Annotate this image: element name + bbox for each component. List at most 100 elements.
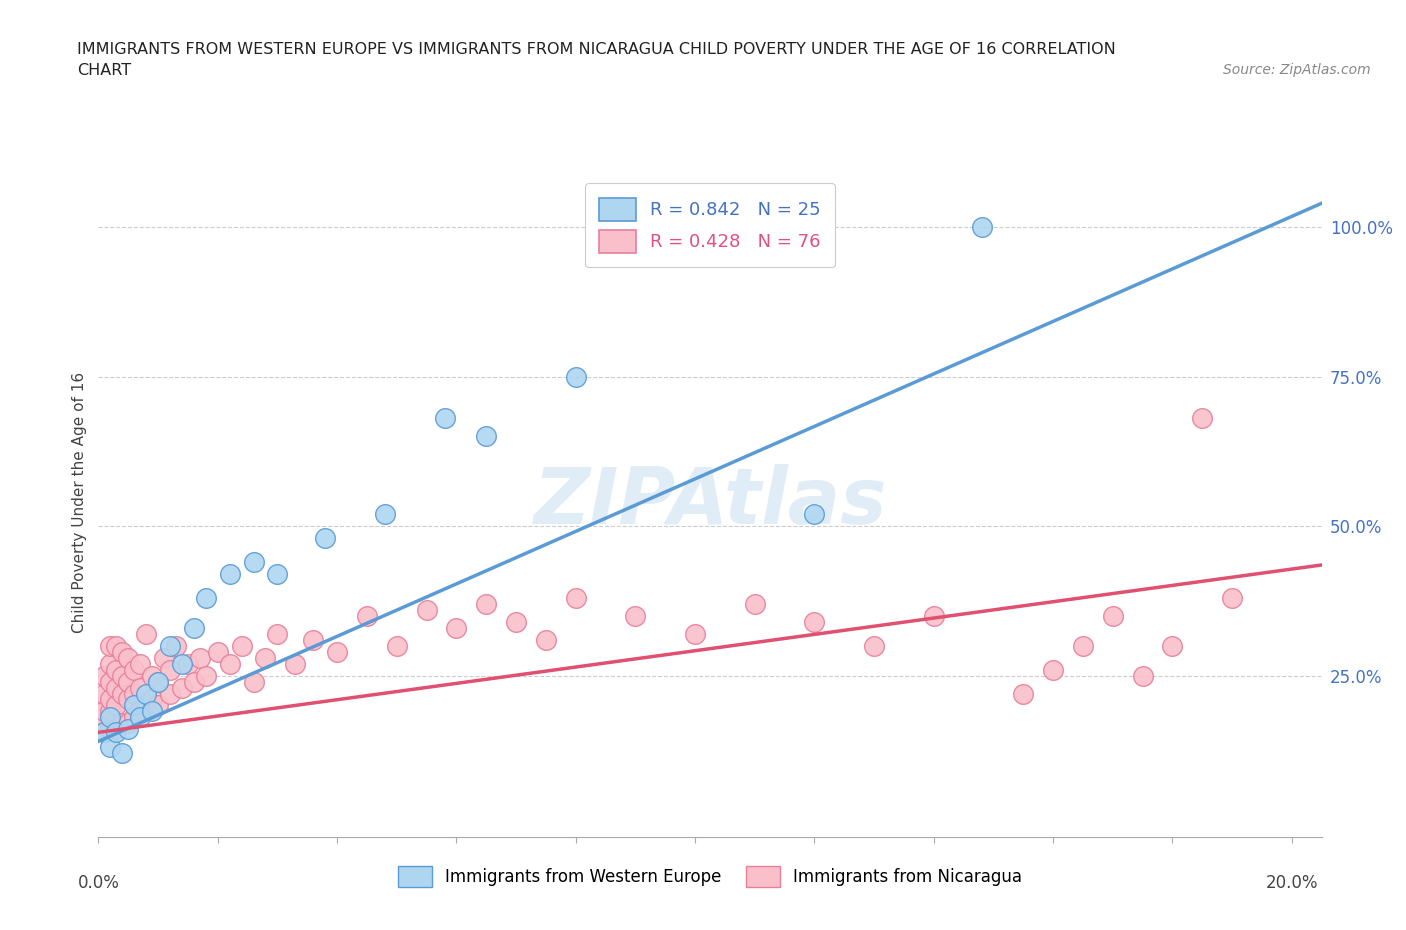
Point	[284, 657, 307, 671]
Point	[105, 680, 128, 695]
Point	[1220, 591, 1243, 605]
Point	[117, 722, 139, 737]
Point	[218, 566, 240, 581]
Point	[374, 507, 396, 522]
Point	[505, 615, 527, 630]
Point	[135, 626, 157, 641]
Point	[242, 554, 264, 569]
Point	[207, 644, 229, 659]
Point	[98, 740, 121, 755]
Point	[141, 692, 163, 707]
Point	[98, 710, 121, 724]
Point	[534, 632, 557, 647]
Point	[122, 698, 145, 713]
Point	[93, 704, 115, 719]
Point	[218, 657, 240, 671]
Point	[475, 596, 498, 611]
Point	[98, 704, 121, 719]
Point	[111, 686, 134, 701]
Text: Source: ZipAtlas.com: Source: ZipAtlas.com	[1223, 63, 1371, 77]
Point	[446, 620, 468, 635]
Point	[194, 591, 217, 605]
Point	[1071, 638, 1094, 653]
Point	[111, 668, 134, 683]
Point	[117, 674, 139, 689]
Point	[129, 704, 152, 719]
Point	[122, 686, 145, 701]
Point	[302, 632, 325, 647]
Point	[93, 668, 115, 683]
Text: ZIPAtlas: ZIPAtlas	[533, 464, 887, 540]
Point	[159, 662, 181, 677]
Point	[98, 638, 121, 653]
Point	[803, 615, 825, 630]
Point	[105, 662, 128, 677]
Text: 20.0%: 20.0%	[1265, 874, 1317, 892]
Point	[1161, 638, 1184, 653]
Point	[624, 608, 647, 623]
Point	[159, 638, 181, 653]
Y-axis label: Child Poverty Under the Age of 16: Child Poverty Under the Age of 16	[72, 372, 87, 632]
Point	[93, 686, 115, 701]
Point	[183, 620, 205, 635]
Point	[111, 716, 134, 731]
Point	[122, 662, 145, 677]
Point	[105, 722, 128, 737]
Point	[242, 674, 264, 689]
Point	[565, 591, 588, 605]
Point	[863, 638, 886, 653]
Point	[254, 650, 277, 665]
Point	[1132, 668, 1154, 683]
Point	[153, 650, 176, 665]
Point	[177, 657, 200, 671]
Legend: Immigrants from Western Europe, Immigrants from Nicaragua: Immigrants from Western Europe, Immigran…	[389, 857, 1031, 896]
Point	[188, 650, 211, 665]
Point	[415, 603, 437, 618]
Point	[803, 507, 825, 522]
Point	[170, 680, 193, 695]
Point	[117, 716, 139, 731]
Point	[117, 650, 139, 665]
Point	[385, 638, 408, 653]
Point	[922, 608, 945, 623]
Point	[326, 644, 349, 659]
Point	[105, 638, 128, 653]
Point	[98, 657, 121, 671]
Text: CHART: CHART	[77, 63, 131, 78]
Point	[433, 411, 456, 426]
Point	[93, 725, 115, 740]
Point	[165, 638, 187, 653]
Point	[129, 710, 152, 724]
Point	[1012, 686, 1035, 701]
Point	[194, 668, 217, 683]
Point	[129, 657, 152, 671]
Point	[1042, 662, 1064, 677]
Point	[141, 704, 163, 719]
Point	[183, 674, 205, 689]
Point	[93, 716, 115, 731]
Point	[129, 680, 152, 695]
Point	[744, 596, 766, 611]
Point	[105, 725, 128, 740]
Point	[93, 725, 115, 740]
Point	[98, 722, 121, 737]
Point	[146, 674, 169, 689]
Point	[231, 638, 253, 653]
Text: IMMIGRANTS FROM WESTERN EUROPE VS IMMIGRANTS FROM NICARAGUA CHILD POVERTY UNDER : IMMIGRANTS FROM WESTERN EUROPE VS IMMIGR…	[77, 42, 1116, 57]
Point	[266, 566, 288, 581]
Point	[146, 674, 169, 689]
Point	[475, 429, 498, 444]
Point	[970, 219, 993, 234]
Point	[141, 668, 163, 683]
Point	[122, 710, 145, 724]
Point	[105, 698, 128, 713]
Point	[98, 674, 121, 689]
Point	[111, 644, 134, 659]
Point	[1101, 608, 1123, 623]
Point	[159, 686, 181, 701]
Point	[98, 692, 121, 707]
Point	[356, 608, 378, 623]
Point	[683, 626, 706, 641]
Point	[111, 746, 134, 761]
Point	[170, 657, 193, 671]
